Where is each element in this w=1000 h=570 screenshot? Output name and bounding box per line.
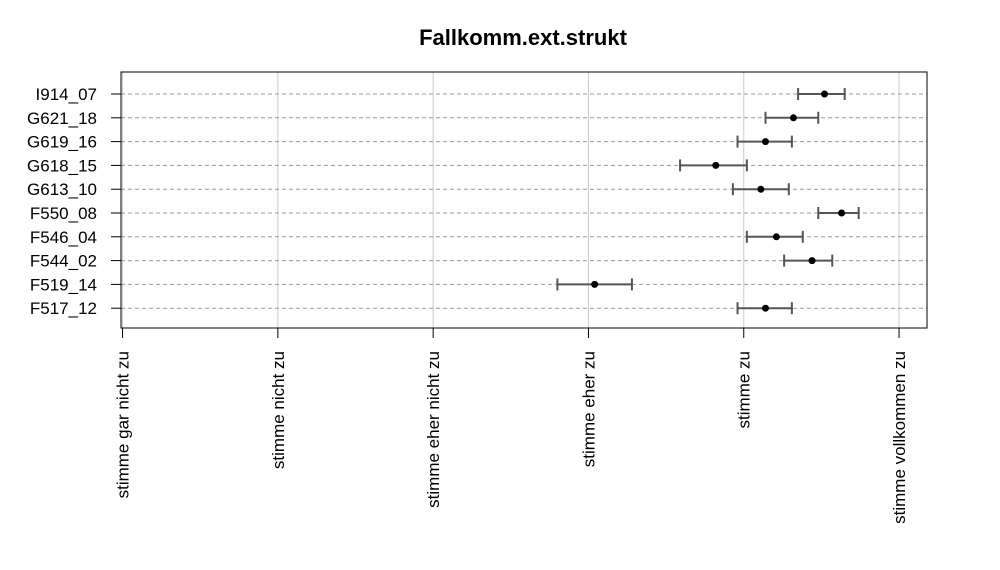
x-tick-label: stimme zu: [735, 351, 754, 428]
row-guide-lines: [121, 93, 927, 309]
mean-points: [591, 90, 846, 312]
mean-point: [838, 209, 846, 217]
error-bars: [556, 88, 860, 315]
y-tick-label: G621_18: [27, 109, 97, 128]
y-tick-label: I914_07: [36, 85, 97, 104]
y-tick-label: F519_14: [30, 275, 97, 294]
chart-title: Fallkomm.ext.strukt: [419, 25, 628, 50]
mean-point: [772, 233, 780, 241]
mean-point: [808, 257, 816, 265]
x-axis-labels: stimme gar nicht zu stimme nicht zu stimme…: [114, 351, 909, 524]
x-tick-label: stimme eher nicht zu: [424, 351, 443, 508]
y-tick-label: G619_16: [27, 133, 97, 152]
mean-point: [761, 138, 769, 146]
x-tick-label: stimme nicht zu: [269, 351, 288, 469]
y-axis-labels: I914_07 G621_18 G619_16 G618_15 G613_10 F550_…: [27, 85, 121, 318]
x-tick-label: stimme gar nicht zu: [114, 351, 133, 498]
y-tick-label: F544_02: [30, 252, 97, 271]
x-tick-label: stimme vollkommen zu: [890, 351, 909, 524]
y-tick-label: G613_10: [27, 180, 97, 199]
y-tick-label: F546_04: [30, 228, 97, 247]
y-tick-label: G618_15: [27, 156, 97, 175]
x-axis-ticks: [122, 328, 900, 338]
y-tick-label: F550_08: [30, 204, 97, 223]
mean-point: [761, 304, 769, 312]
mean-point: [712, 161, 720, 169]
mean-point: [821, 90, 829, 98]
plot-frame: [120, 71, 928, 329]
vertical-gridlines: [122, 72, 900, 328]
x-tick-label: stimme eher zu: [579, 351, 598, 467]
mean-point: [591, 280, 599, 288]
mean-point: [789, 114, 797, 122]
mean-point: [757, 185, 765, 193]
y-tick-label: F517_12: [30, 299, 97, 318]
